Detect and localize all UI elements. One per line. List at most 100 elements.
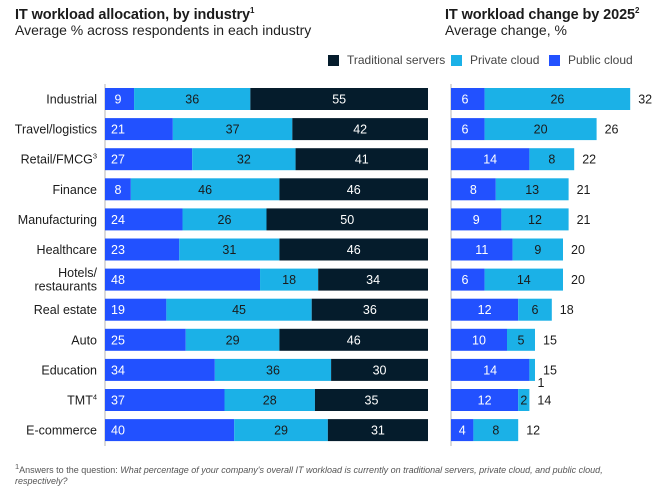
bar-left-traditional-servers-auto [279, 328, 428, 351]
category-label-hotels-restaurants: Hotels/restaurants [34, 266, 97, 294]
bar-left-label-private-cloud-real-estate: 45 [232, 303, 246, 317]
bar-left-label-public-cloud-industrial: 9 [115, 93, 122, 107]
bar-right-private-cloud-tmt [518, 389, 530, 411]
bar-right-public-cloud-e-commerce [451, 419, 474, 442]
bar-left-private-cloud-healthcare [179, 238, 280, 261]
bar-right-label-private-cloud-education: 1 [538, 376, 545, 390]
category-label-manufacturing: Manufacturing [18, 213, 97, 227]
bar-left-public-cloud-tmt [105, 389, 225, 411]
bar-left-traditional-servers-industrial [250, 88, 428, 110]
bar-left-label-traditional-servers-real-estate: 36 [363, 303, 377, 317]
bar-right-label-public-cloud-retail-fmcg: 14 [483, 153, 497, 167]
bar-right-total-e-commerce: 12 [526, 424, 540, 438]
category-label-e-commerce: E-commerce [26, 424, 97, 438]
category-label-travel-logistics: Travel/logistics [15, 123, 97, 137]
left-chart-subtitle: Average % across respondents in each ind… [15, 22, 312, 38]
bar-right-label-private-cloud-e-commerce: 8 [492, 424, 499, 438]
bar-left-traditional-servers-education [331, 358, 428, 381]
bar-left-label-public-cloud-healthcare: 23 [111, 243, 125, 257]
bar-left-label-traditional-servers-hotels-restaurants: 34 [366, 273, 380, 287]
bar-right-total-manufacturing: 21 [577, 213, 591, 227]
legend-swatch-private [451, 54, 462, 66]
bar-right-label-public-cloud-healthcare: 11 [475, 243, 488, 257]
bar-left-private-cloud-retail-fmcg [192, 148, 296, 171]
bar-left-public-cloud-industrial [105, 88, 135, 110]
bar-left-label-private-cloud-tmt: 28 [263, 394, 277, 408]
bar-left-label-public-cloud-education: 34 [111, 363, 125, 377]
bar-left-traditional-servers-hotels-restaurants [318, 268, 428, 291]
bar-left-private-cloud-travel-logistics [172, 118, 293, 141]
bar-right-label-public-cloud-real-estate: 12 [478, 303, 492, 317]
legend-label-traditional: Traditional servers [347, 53, 446, 67]
bar-right-label-public-cloud-finance: 8 [470, 183, 477, 197]
bar-right-label-private-cloud-finance: 13 [525, 183, 539, 197]
bar-right-label-private-cloud-auto: 5 [518, 333, 525, 347]
bar-right-total-healthcare: 20 [571, 243, 585, 257]
bar-right-label-private-cloud-retail-fmcg: 8 [548, 153, 555, 167]
legend-public-cloud: Public cloud [549, 53, 633, 67]
bar-right-public-cloud-manufacturing [451, 208, 502, 231]
bar-left-private-cloud-real-estate [166, 298, 312, 321]
bar-left-label-private-cloud-finance: 46 [198, 183, 212, 197]
bar-right-private-cloud-real-estate [518, 298, 552, 321]
bar-left-traditional-servers-manufacturing [266, 208, 428, 231]
bar-left-label-public-cloud-e-commerce: 40 [111, 424, 125, 438]
bar-right-label-public-cloud-industrial: 6 [462, 93, 469, 107]
bar-left-label-traditional-servers-industrial: 55 [332, 93, 346, 107]
bar-left-label-private-cloud-industrial: 36 [185, 93, 199, 107]
bar-right-total-real-estate: 18 [560, 303, 574, 317]
legend-swatch-traditional [328, 54, 339, 66]
bar-left-traditional-servers-healthcare [279, 238, 428, 261]
bar-left-label-traditional-servers-e-commerce: 31 [371, 424, 385, 438]
bar-right-public-cloud-education [451, 358, 530, 381]
bar-left-label-public-cloud-travel-logistics: 21 [111, 123, 125, 137]
bar-right-label-private-cloud-industrial: 26 [550, 93, 564, 107]
bar-left-public-cloud-manufacturing [105, 208, 183, 231]
category-label-retail-fmcg: Retail/FMCG3 [21, 152, 97, 167]
bar-right-public-cloud-retail-fmcg [451, 148, 530, 171]
bar-left-label-public-cloud-hotels-restaurants: 48 [111, 273, 125, 287]
right-chart-subtitle: Average change, % [445, 22, 567, 38]
legend-private-cloud: Private cloud [451, 53, 539, 67]
bar-right-label-private-cloud-real-estate: 6 [532, 303, 539, 317]
category-label-finance: Finance [53, 183, 98, 197]
bar-left-label-public-cloud-auto: 25 [111, 333, 125, 347]
bar-left-label-traditional-servers-finance: 46 [347, 183, 361, 197]
bar-right-public-cloud-hotels-restaurants [451, 268, 485, 291]
bar-right-private-cloud-travel-logistics [484, 118, 597, 141]
bar-left-public-cloud-e-commerce [105, 419, 235, 442]
bar-left-label-private-cloud-hotels-restaurants: 18 [282, 273, 296, 287]
bar-right-label-public-cloud-hotels-restaurants: 6 [462, 273, 469, 287]
bar-right-private-cloud-healthcare [512, 238, 563, 261]
bar-left-label-public-cloud-finance: 8 [114, 183, 121, 197]
bar-right-label-public-cloud-manufacturing: 9 [473, 213, 480, 227]
bar-right-label-private-cloud-hotels-restaurants: 14 [517, 273, 531, 287]
bar-left-traditional-servers-real-estate [311, 298, 428, 321]
bar-left-label-public-cloud-tmt: 37 [111, 394, 125, 408]
bar-left-label-public-cloud-retail-fmcg: 27 [111, 153, 125, 167]
bar-left-private-cloud-e-commerce [234, 419, 328, 442]
bar-right-private-cloud-industrial [484, 88, 631, 110]
bar-right-total-retail-fmcg: 22 [582, 153, 596, 167]
bar-left-public-cloud-healthcare [105, 238, 180, 261]
bar-left-label-private-cloud-education: 36 [266, 363, 280, 377]
bar-right-private-cloud-retail-fmcg [529, 148, 575, 171]
bar-left-public-cloud-hotels-restaurants [105, 268, 261, 291]
bar-right-label-private-cloud-tmt: 2 [520, 394, 527, 408]
category-label-education: Education [41, 363, 97, 377]
category-label-industrial: Industrial [46, 93, 97, 107]
bar-left-public-cloud-education [105, 358, 215, 381]
bar-left-traditional-servers-tmt [314, 389, 428, 411]
bar-right-public-cloud-real-estate [451, 298, 519, 321]
bar-right-label-public-cloud-e-commerce: 4 [459, 424, 466, 438]
bar-left-label-traditional-servers-tmt: 35 [365, 394, 379, 408]
left-chart-title: IT workload allocation, by industry1 [15, 6, 255, 23]
bar-left-private-cloud-tmt [224, 389, 315, 411]
bar-right-public-cloud-healthcare [451, 238, 513, 261]
bar-right-public-cloud-auto [451, 328, 507, 351]
bar-left-label-private-cloud-manufacturing: 26 [218, 213, 232, 227]
bar-left-traditional-servers-travel-logistics [292, 118, 428, 141]
bar-left-label-traditional-servers-education: 30 [373, 363, 387, 377]
bar-right-private-cloud-hotels-restaurants [484, 268, 563, 291]
